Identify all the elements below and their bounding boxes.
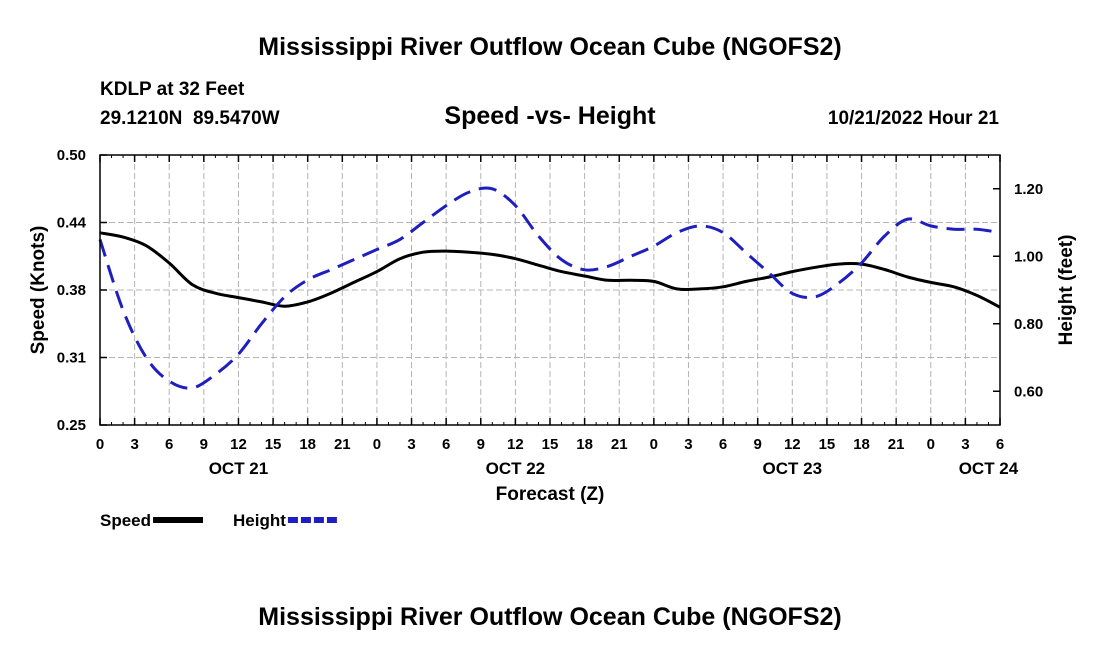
footer-title: Mississippi River Outflow Ocean Cube (NG… — [258, 603, 841, 631]
x-tick-label: 6 — [719, 436, 727, 453]
station-label: KDLP at 32 Feet — [100, 79, 245, 100]
x-tick-label: 6 — [442, 436, 450, 453]
timestamp-label: 10/21/2022 Hour 21 — [828, 108, 1000, 129]
series-line-speed — [99, 231, 1001, 309]
x-axis-label: Forecast (Z) — [496, 484, 605, 505]
x-tick-label: 21 — [334, 436, 351, 453]
day-label: OCT 21 — [209, 459, 269, 478]
grid — [100, 155, 1000, 425]
location-label: 29.1210N 89.5470W — [100, 108, 280, 129]
legend-label-speed: Speed — [100, 511, 151, 530]
x-tick-label: 6 — [165, 436, 173, 453]
y-axis-right-label: Height (feet) — [1056, 235, 1077, 346]
x-tick-label: 6 — [996, 436, 1004, 453]
x-tick-label: 12 — [784, 436, 801, 453]
legend: Speed Height — [100, 511, 338, 530]
day-label: OCT 24 — [959, 459, 1019, 478]
y-right-tick-label: 1.00 — [1014, 248, 1043, 265]
x-tick-label: 9 — [200, 436, 208, 453]
chart-subtitle: Speed -vs- Height — [444, 102, 656, 130]
axes: 0 3 6 9 12 15 18 21 0 3 6 9 12 15 18 21 0 3 6 9 12 15 18 21 0 3 6 0… — [57, 147, 1043, 478]
y-left-tick-label: 0.31 — [57, 350, 86, 367]
x-tick-label: 15 — [265, 436, 282, 453]
y-left-tick-label: 0.50 — [57, 147, 86, 164]
x-tick-label: 12 — [230, 436, 247, 453]
x-tick-label: 15 — [819, 436, 836, 453]
x-tick-label: 9 — [477, 436, 485, 453]
x-tick-label: 3 — [407, 436, 415, 453]
series-line-height — [98, 186, 1001, 390]
y-left-tick-label: 0.25 — [57, 417, 86, 434]
x-tick-label: 21 — [888, 436, 905, 453]
x-tick-label: 0 — [927, 436, 935, 453]
y-right-tick-label: 1.20 — [1014, 181, 1043, 198]
y-right-tick-label: 0.60 — [1014, 383, 1043, 400]
x-tick-label: 0 — [373, 436, 381, 453]
x-tick-label: 0 — [650, 436, 658, 453]
y-left-tick-label: 0.38 — [57, 282, 86, 299]
x-tick-label: 3 — [684, 436, 692, 453]
y-axis-left-label: Speed (Knots) — [28, 226, 49, 355]
y-right-tick-label: 0.80 — [1014, 316, 1043, 333]
x-tick-label: 0 — [96, 436, 104, 453]
legend-label-height: Height — [233, 511, 286, 530]
day-label: OCT 23 — [763, 459, 823, 478]
x-tick-label: 15 — [542, 436, 559, 453]
x-tick-label: 18 — [853, 436, 870, 453]
y-left-tick-label: 0.44 — [57, 215, 87, 232]
x-tick-label: 18 — [299, 436, 316, 453]
x-tick-label: 9 — [754, 436, 762, 453]
x-tick-label: 3 — [961, 436, 969, 453]
day-label: OCT 22 — [486, 459, 546, 478]
series-layer — [98, 186, 1001, 390]
x-tick-label: 18 — [576, 436, 593, 453]
chart-title: Mississippi River Outflow Ocean Cube (NG… — [258, 33, 841, 61]
x-tick-label: 12 — [507, 436, 524, 453]
x-tick-label: 3 — [130, 436, 138, 453]
x-tick-label: 21 — [611, 436, 628, 453]
